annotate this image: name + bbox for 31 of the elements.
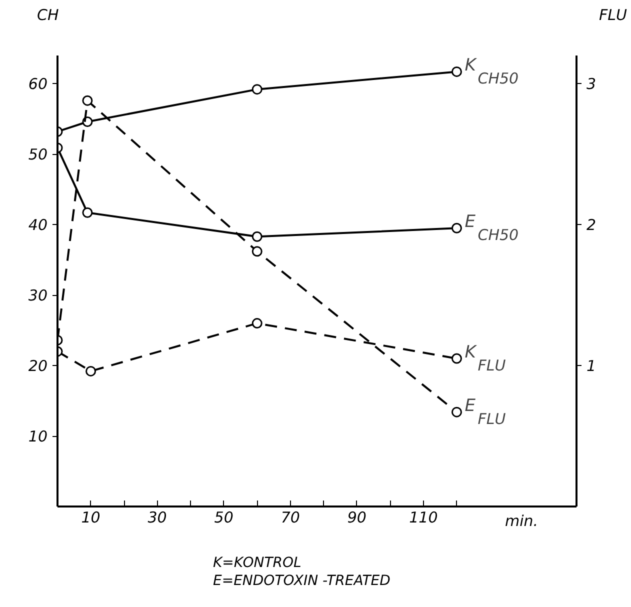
point <box>252 231 262 242</box>
point <box>252 318 262 329</box>
y2-tick-label: 2 <box>586 216 596 234</box>
text: K=KONTROL <box>213 554 302 573</box>
point <box>451 66 462 77</box>
point <box>451 353 462 364</box>
x-axis-title: min. <box>505 511 538 532</box>
y2-axis-title: FLU <box>599 5 627 26</box>
point <box>86 366 96 376</box>
y-axis-title: CH <box>37 5 59 26</box>
y-tick-label: 40 <box>28 216 48 234</box>
y-tick-label: 60 <box>28 75 48 94</box>
point <box>82 95 93 106</box>
point <box>252 84 262 95</box>
text: E=ENDOTOXIN -TREATED <box>213 572 390 591</box>
y2-tick-label: 3 <box>586 75 596 94</box>
x-tick-label: 90 <box>347 508 366 526</box>
y-tick-label: 20 <box>28 357 48 376</box>
y-tick-label: 30 <box>28 286 48 305</box>
point <box>252 246 262 257</box>
x-tick-label: 30 <box>148 508 167 526</box>
x-tick-label: 10 <box>81 508 100 526</box>
x-tick-label: 50 <box>214 508 234 526</box>
x-tick-label: 110 <box>409 508 438 526</box>
x-tick-label: 70 <box>280 508 300 526</box>
point <box>451 406 462 418</box>
point <box>82 207 93 218</box>
y2-tick-label: 1 <box>586 357 596 376</box>
point <box>451 222 462 234</box>
y-tick-label: 50 <box>28 146 48 164</box>
y-tick-label: 10 <box>28 428 48 446</box>
